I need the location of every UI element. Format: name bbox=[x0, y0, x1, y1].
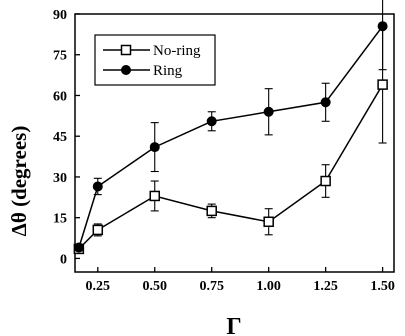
data-point bbox=[149, 142, 160, 153]
y-axis-title: Δθ (degrees) bbox=[7, 126, 31, 237]
y-axis: 0 15 30 45 60 75 90 bbox=[53, 8, 80, 267]
x-tick-label: 0.75 bbox=[199, 279, 224, 294]
data-point bbox=[377, 21, 388, 32]
data-point bbox=[320, 175, 331, 187]
plot-area-frame bbox=[74, 13, 395, 273]
y-tick-label: 15 bbox=[53, 212, 67, 227]
legend-marker-no-ring bbox=[120, 44, 132, 56]
x-tick-label: 1.50 bbox=[370, 279, 395, 294]
series-layer bbox=[73, 0, 388, 255]
data-point bbox=[206, 205, 217, 217]
legend-marker-ring bbox=[121, 65, 131, 75]
data-point bbox=[92, 181, 103, 192]
y-tick-label: 30 bbox=[53, 171, 67, 186]
legend-label-ring: Ring bbox=[153, 63, 183, 79]
x-tick-label: 1.25 bbox=[313, 279, 338, 294]
series-ring bbox=[73, 0, 388, 253]
x-axis-title: Γ bbox=[226, 314, 241, 336]
data-point bbox=[263, 106, 274, 117]
y-tick-label: 60 bbox=[53, 89, 67, 104]
legend-label-no-ring: No-ring bbox=[153, 43, 201, 59]
y-tick-label: 0 bbox=[60, 252, 67, 267]
x-tick-label: 0.50 bbox=[143, 279, 168, 294]
y-tick-label: 45 bbox=[53, 130, 67, 145]
series-line-no-ring bbox=[78, 84, 384, 250]
data-point bbox=[149, 190, 160, 202]
data-point bbox=[206, 116, 217, 127]
x-tick-label: 1.00 bbox=[256, 279, 281, 294]
data-point bbox=[320, 97, 331, 108]
data-point bbox=[92, 224, 104, 236]
legend: No-ring Ring bbox=[94, 34, 216, 86]
legend-box bbox=[94, 34, 216, 86]
data-point bbox=[73, 242, 84, 253]
y-tick-label: 75 bbox=[53, 49, 67, 64]
series-no-ring bbox=[73, 25, 388, 255]
data-point bbox=[377, 79, 388, 90]
data-point bbox=[263, 216, 274, 228]
y-tick-label: 90 bbox=[53, 8, 67, 23]
x-axis: 0.25 0.50 0.75 1.00 1.25 1.50 bbox=[86, 267, 395, 294]
x-tick-label: 0.25 bbox=[86, 279, 111, 294]
